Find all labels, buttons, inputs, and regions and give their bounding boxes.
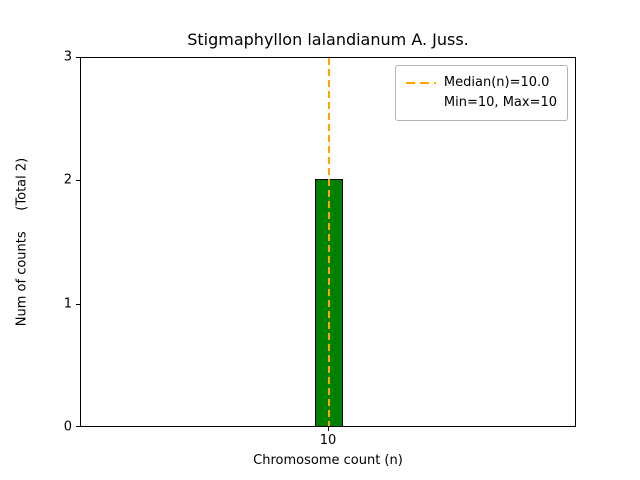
y-tick-mark [76, 303, 80, 305]
chart-title: Stigmaphyllon lalandianum A. Juss. [187, 30, 469, 49]
y-tick-mark [76, 180, 80, 182]
x-axis-label: Chromosome count (n) [253, 453, 403, 468]
y-tick-label: 3 [63, 49, 72, 65]
legend-entry-median: Median(n)=10.0 [405, 73, 557, 93]
y-tick-label: 2 [63, 172, 72, 188]
legend: Median(n)=10.0 Min=10, Max=10 [394, 65, 568, 122]
legend-minmax-label: Min=10, Max=10 [443, 95, 557, 111]
y-tick-label: 0 [63, 419, 72, 435]
legend-median-label: Median(n)=10.0 [443, 75, 550, 90]
y-tick-mark [76, 57, 80, 58]
dashed-line-icon [405, 82, 436, 85]
legend-entry-minmax: Min=10, Max=10 [406, 93, 557, 113]
x-tick-mark [328, 427, 329, 431]
y-tick-label: 1 [63, 296, 72, 312]
y-tick-mark [76, 426, 80, 427]
legend-spacer [406, 102, 436, 104]
plot-area: Median(n)=10.0 Min=10, Max=10 [80, 57, 576, 427]
median-dashed-line [328, 58, 330, 426]
x-tick-label: 10 [319, 433, 337, 448]
